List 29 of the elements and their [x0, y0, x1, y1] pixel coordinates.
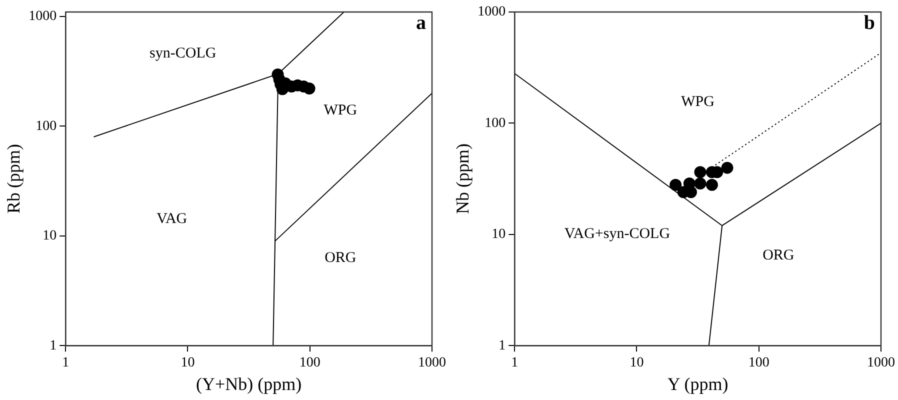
annotation: syn-COLG — [150, 46, 216, 62]
annotation: ORG — [762, 247, 794, 264]
x-tick-label: 1000 — [418, 356, 446, 371]
annotation: VAG — [156, 210, 188, 227]
y-axis-title: Rb (ppm) — [4, 144, 24, 214]
y-tick-label: 100 — [484, 116, 506, 131]
y-axis-title: Nb (ppm) — [452, 144, 473, 214]
annotation: VAG+syn-COLG — [564, 226, 670, 242]
x-axis-title: (Y+Nb) (ppm) — [196, 374, 302, 394]
y-tick-label: 1000 — [28, 9, 57, 24]
x-tick-label: 1 — [62, 356, 70, 371]
y-tick-label: 10 — [42, 228, 57, 244]
y-tick-label: 10 — [492, 227, 506, 242]
annotation: WPG — [324, 102, 358, 118]
x-axis-title: Y (ppm) — [667, 374, 728, 394]
y-tick-label: 1 — [50, 338, 57, 354]
annotation: ORG — [324, 250, 356, 266]
x-tick-label: 100 — [748, 356, 770, 371]
annotation: WPG — [681, 94, 715, 110]
y-tick-label: 100 — [36, 118, 57, 134]
y-tick-label: 1000 — [478, 4, 506, 20]
x-tick-label: 1000 — [867, 356, 895, 371]
x-tick-label: 100 — [299, 356, 320, 371]
x-tick-label: 10 — [180, 356, 195, 371]
x-tick-label: 1 — [511, 356, 518, 371]
annotation: a — [416, 12, 426, 34]
y-tick-label: 1 — [498, 338, 506, 354]
x-tick-label: 10 — [630, 356, 644, 371]
annotation: b — [864, 12, 875, 34]
